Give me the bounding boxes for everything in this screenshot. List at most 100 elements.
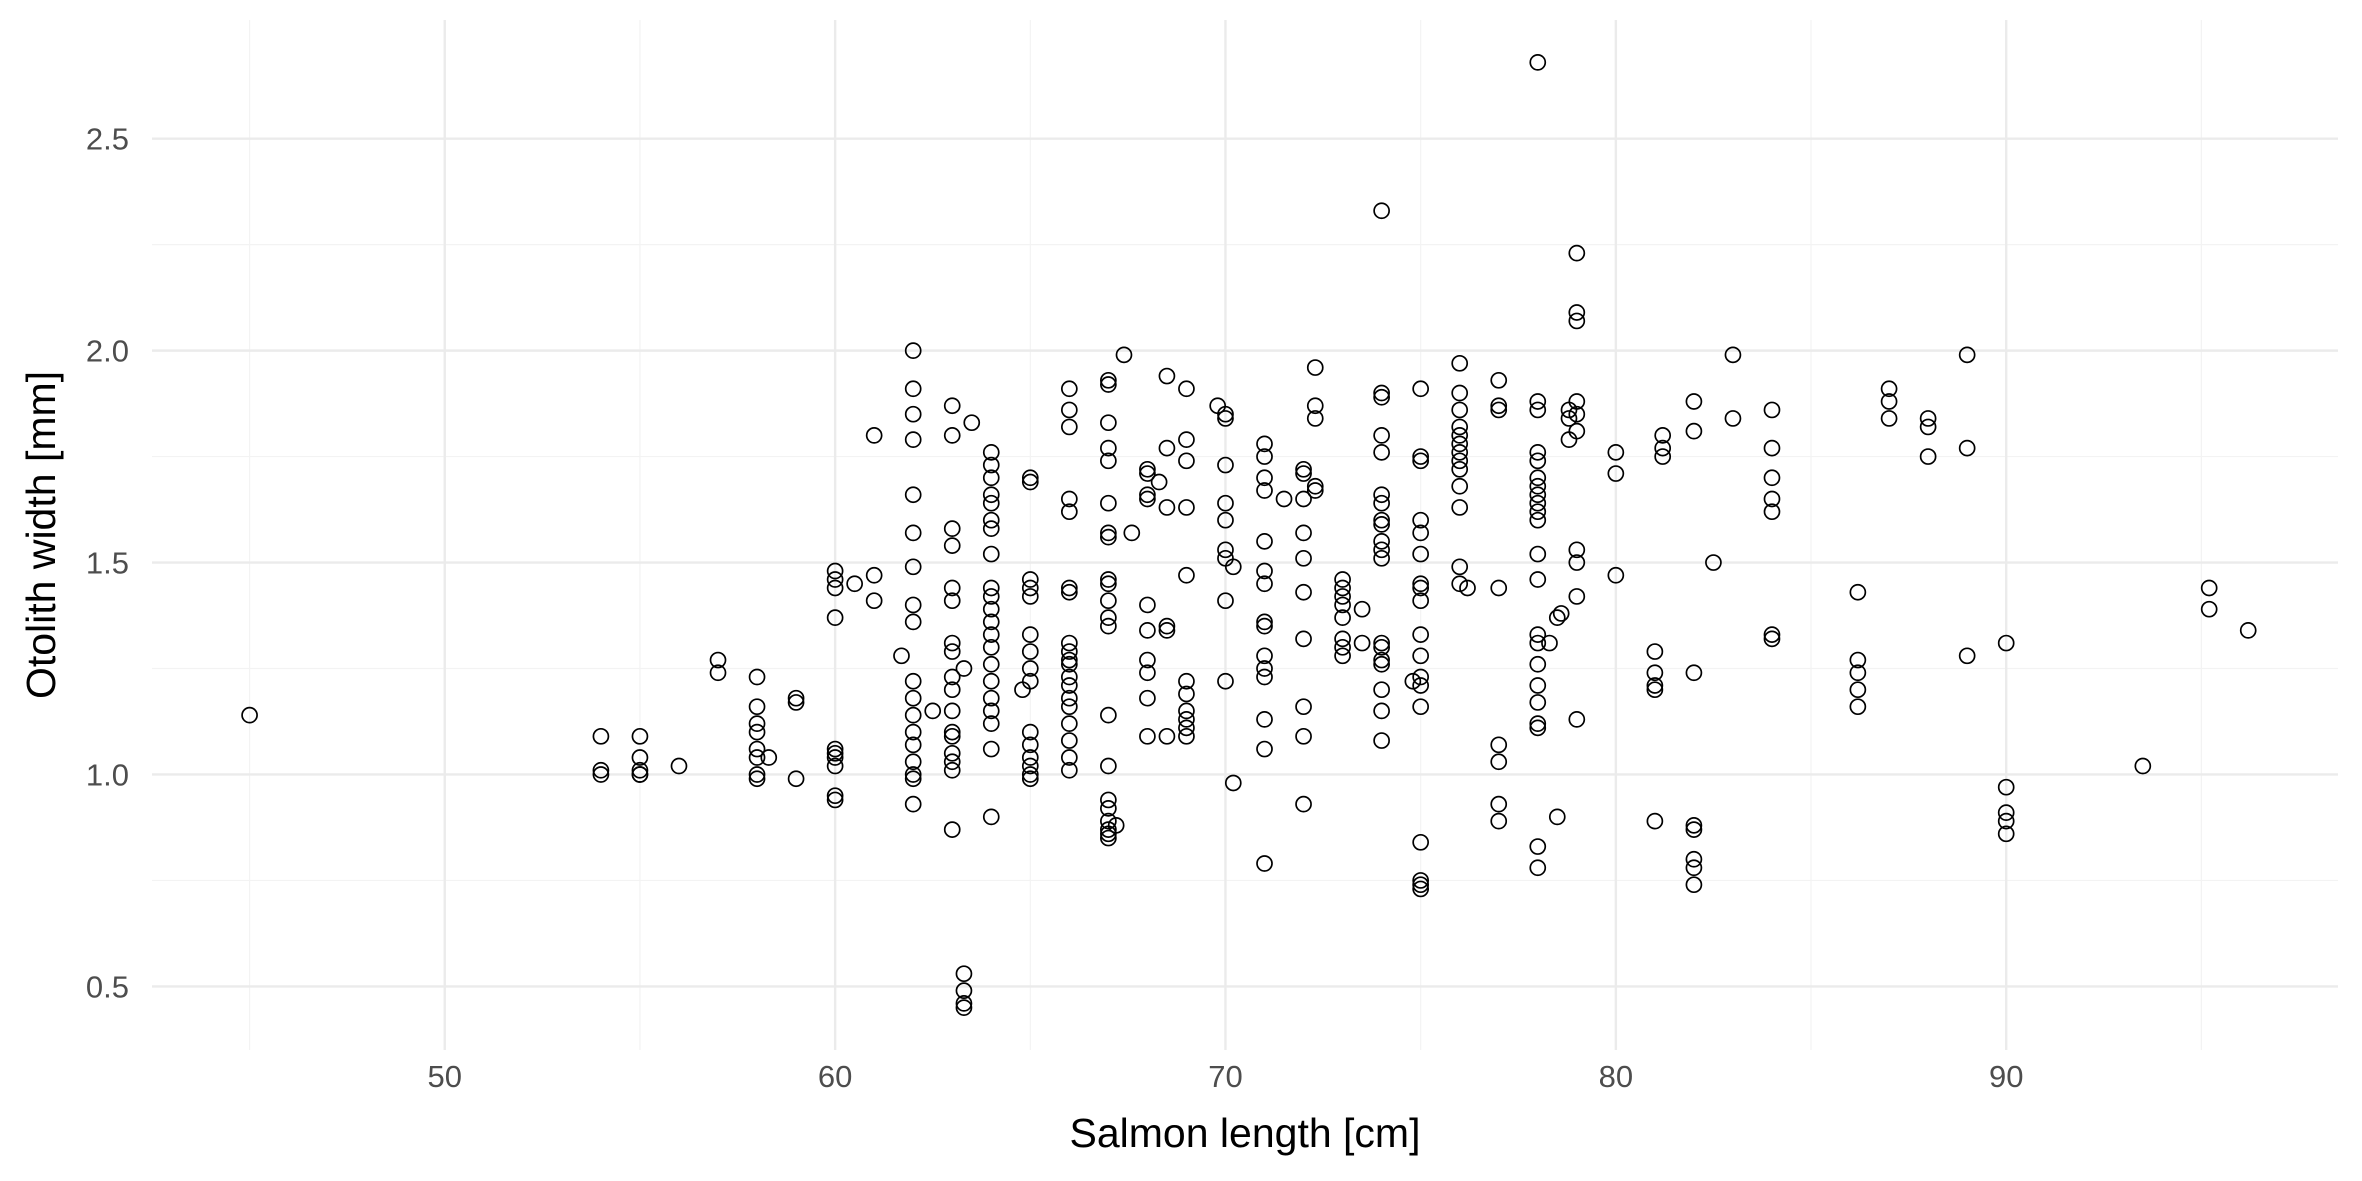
data-point — [904, 613, 922, 631]
data-point — [1451, 401, 1469, 419]
data-point — [943, 537, 961, 554]
data-point — [1451, 499, 1469, 516]
data-point — [1685, 664, 1703, 682]
data-point — [1412, 452, 1430, 470]
data-point — [1021, 736, 1039, 754]
data-point — [1060, 715, 1078, 732]
data-point — [1763, 630, 1781, 648]
data-point — [1139, 727, 1156, 745]
data-point — [893, 647, 910, 665]
data-point — [1763, 490, 1781, 508]
data-point — [1334, 647, 1351, 665]
data-point — [1295, 630, 1312, 648]
data-point — [982, 443, 1000, 461]
data-point — [1100, 800, 1117, 817]
data-point — [1412, 647, 1430, 665]
data-point — [1139, 490, 1156, 508]
data-point — [1334, 571, 1351, 588]
y-tick-label: 0.5 — [86, 969, 129, 1004]
data-point — [1021, 757, 1039, 775]
data-point — [904, 380, 922, 398]
data-point — [2200, 600, 2218, 618]
data-point — [1849, 583, 1867, 601]
data-point — [904, 795, 922, 813]
data-point — [1373, 202, 1390, 220]
data-point — [955, 965, 973, 983]
data-point — [1306, 359, 1324, 376]
data-point — [2200, 579, 2218, 597]
data-point — [1490, 812, 1508, 830]
data-point — [1100, 371, 1117, 389]
data-point — [943, 397, 961, 415]
data-point — [943, 727, 961, 745]
data-point — [1123, 524, 1141, 542]
data-point — [1060, 698, 1078, 716]
data-point — [1150, 473, 1168, 491]
data-point — [1295, 524, 1312, 542]
data-point — [904, 753, 922, 771]
data-point — [2239, 622, 2257, 639]
data-point — [1451, 575, 1469, 593]
data-point — [1373, 638, 1390, 656]
data-point — [1060, 732, 1078, 749]
data-point — [1217, 456, 1234, 474]
data-point — [760, 749, 778, 766]
data-point — [1256, 562, 1273, 580]
data-point — [1021, 588, 1039, 605]
x-tick-label: 70 — [1208, 1059, 1242, 1094]
data-point — [826, 562, 844, 580]
data-point — [1256, 617, 1273, 635]
data-point — [1021, 643, 1039, 660]
data-point — [631, 766, 649, 783]
data-point — [592, 766, 610, 783]
data-point — [1100, 452, 1117, 470]
data-point — [1158, 499, 1176, 516]
data-point — [1256, 647, 1273, 665]
data-point — [1997, 825, 2015, 843]
data-point — [709, 651, 727, 669]
data-point — [1412, 524, 1430, 542]
data-point — [1685, 876, 1703, 894]
data-point — [904, 689, 922, 707]
data-point — [904, 486, 922, 504]
data-point — [1997, 778, 2015, 796]
data-point — [1178, 711, 1195, 728]
data-point — [1021, 749, 1039, 766]
data-point — [1412, 579, 1430, 597]
data-point — [1139, 486, 1156, 504]
data-point — [1373, 516, 1390, 533]
data-point — [1763, 401, 1781, 419]
data-point — [1490, 795, 1508, 813]
data-point — [1178, 727, 1195, 745]
data-point — [1060, 749, 1078, 766]
data-point — [826, 571, 844, 588]
data-point — [865, 592, 883, 610]
y-tick-label: 1.0 — [86, 757, 129, 792]
data-point — [1060, 643, 1078, 660]
data-point — [904, 596, 922, 614]
data-point — [1306, 397, 1324, 415]
data-point — [982, 600, 1000, 618]
data-point — [670, 757, 688, 775]
data-point — [982, 689, 1000, 707]
data-point — [1412, 575, 1430, 593]
data-point — [1060, 583, 1078, 601]
data-point — [1490, 401, 1508, 419]
data-point — [1997, 812, 2015, 830]
data-point — [1373, 732, 1390, 749]
data-point — [1100, 812, 1117, 830]
data-point — [826, 609, 844, 627]
data-point — [1646, 681, 1664, 699]
grid — [152, 20, 2338, 1050]
data-point — [1490, 579, 1508, 597]
data-point — [1021, 660, 1039, 677]
data-point — [1295, 795, 1312, 813]
data-point — [631, 761, 649, 779]
data-point — [1021, 579, 1039, 597]
data-point — [1100, 575, 1117, 593]
data-point — [1373, 541, 1390, 559]
data-point — [1217, 672, 1234, 690]
data-point — [1353, 600, 1371, 618]
data-point — [1919, 410, 1937, 427]
